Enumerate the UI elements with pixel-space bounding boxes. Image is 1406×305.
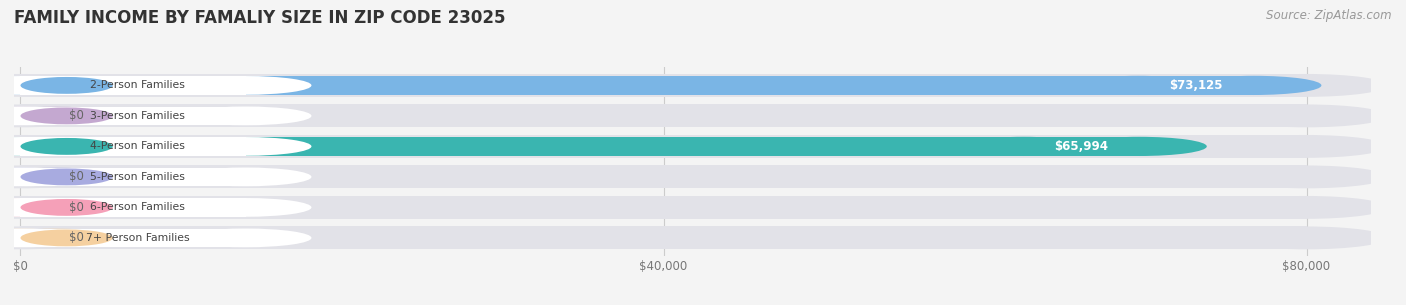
Bar — [21, 106, 246, 125]
Bar — [21, 228, 246, 247]
Text: 2-Person Families: 2-Person Families — [90, 81, 186, 90]
Bar — [21, 74, 1306, 97]
Ellipse shape — [180, 106, 312, 125]
Ellipse shape — [180, 167, 312, 186]
Bar — [21, 229, 56, 247]
Bar — [21, 165, 1306, 188]
Text: $65,994: $65,994 — [1054, 140, 1108, 153]
Ellipse shape — [0, 107, 84, 125]
Ellipse shape — [0, 198, 86, 217]
Ellipse shape — [0, 106, 86, 125]
Ellipse shape — [21, 199, 112, 216]
Ellipse shape — [1070, 76, 1206, 95]
Text: $0: $0 — [69, 170, 84, 183]
Bar — [21, 135, 1306, 158]
Ellipse shape — [0, 107, 121, 125]
Ellipse shape — [0, 168, 121, 186]
Ellipse shape — [0, 229, 121, 247]
Ellipse shape — [21, 229, 112, 246]
Text: 5-Person Families: 5-Person Families — [90, 172, 186, 182]
Bar — [21, 104, 1306, 127]
Ellipse shape — [0, 137, 84, 156]
Text: $73,125: $73,125 — [1170, 79, 1223, 92]
Ellipse shape — [21, 138, 112, 155]
Ellipse shape — [1132, 76, 1260, 95]
Ellipse shape — [1226, 165, 1386, 188]
Ellipse shape — [1017, 137, 1146, 156]
Ellipse shape — [180, 137, 312, 156]
Text: FAMILY INCOME BY FAMALIY SIZE IN ZIP CODE 23025: FAMILY INCOME BY FAMALIY SIZE IN ZIP COD… — [14, 9, 506, 27]
Ellipse shape — [0, 228, 86, 247]
Text: $0: $0 — [69, 109, 84, 122]
Text: 6-Person Families: 6-Person Families — [90, 203, 186, 212]
Ellipse shape — [1226, 104, 1386, 127]
Bar — [21, 76, 1197, 95]
Ellipse shape — [1226, 74, 1386, 97]
Ellipse shape — [0, 104, 101, 127]
Ellipse shape — [0, 137, 86, 156]
Bar — [21, 107, 56, 125]
Ellipse shape — [1071, 137, 1206, 156]
Bar — [21, 196, 1306, 219]
Ellipse shape — [1226, 226, 1386, 249]
Ellipse shape — [0, 76, 86, 95]
Text: 3-Person Families: 3-Person Families — [90, 111, 186, 121]
Bar — [21, 198, 246, 217]
Bar — [21, 226, 1306, 249]
Ellipse shape — [21, 168, 112, 185]
Text: 4-Person Families: 4-Person Families — [90, 142, 186, 151]
Ellipse shape — [0, 135, 101, 158]
Bar — [21, 137, 246, 156]
Ellipse shape — [180, 76, 312, 95]
Text: Source: ZipAtlas.com: Source: ZipAtlas.com — [1267, 9, 1392, 22]
Ellipse shape — [0, 226, 101, 249]
Text: 7+ Person Families: 7+ Person Families — [86, 233, 190, 243]
Ellipse shape — [1187, 76, 1322, 95]
Ellipse shape — [0, 229, 84, 247]
Ellipse shape — [0, 196, 101, 219]
Ellipse shape — [21, 77, 112, 94]
Ellipse shape — [0, 198, 121, 217]
Ellipse shape — [0, 168, 84, 186]
Ellipse shape — [0, 198, 84, 217]
Ellipse shape — [1226, 196, 1386, 219]
Bar — [21, 76, 246, 95]
Ellipse shape — [0, 167, 86, 186]
Text: $0: $0 — [69, 201, 84, 214]
Bar — [21, 198, 56, 217]
Ellipse shape — [0, 76, 84, 95]
Ellipse shape — [21, 107, 112, 124]
Ellipse shape — [956, 137, 1091, 156]
Bar — [1024, 137, 1139, 156]
Bar — [21, 167, 246, 186]
Bar — [1137, 76, 1254, 95]
Ellipse shape — [0, 165, 101, 188]
Bar — [21, 168, 56, 186]
Ellipse shape — [0, 74, 101, 97]
Ellipse shape — [180, 228, 312, 247]
Text: $0: $0 — [69, 231, 84, 244]
Ellipse shape — [1226, 135, 1386, 158]
Ellipse shape — [180, 198, 312, 217]
Bar — [21, 137, 1081, 156]
